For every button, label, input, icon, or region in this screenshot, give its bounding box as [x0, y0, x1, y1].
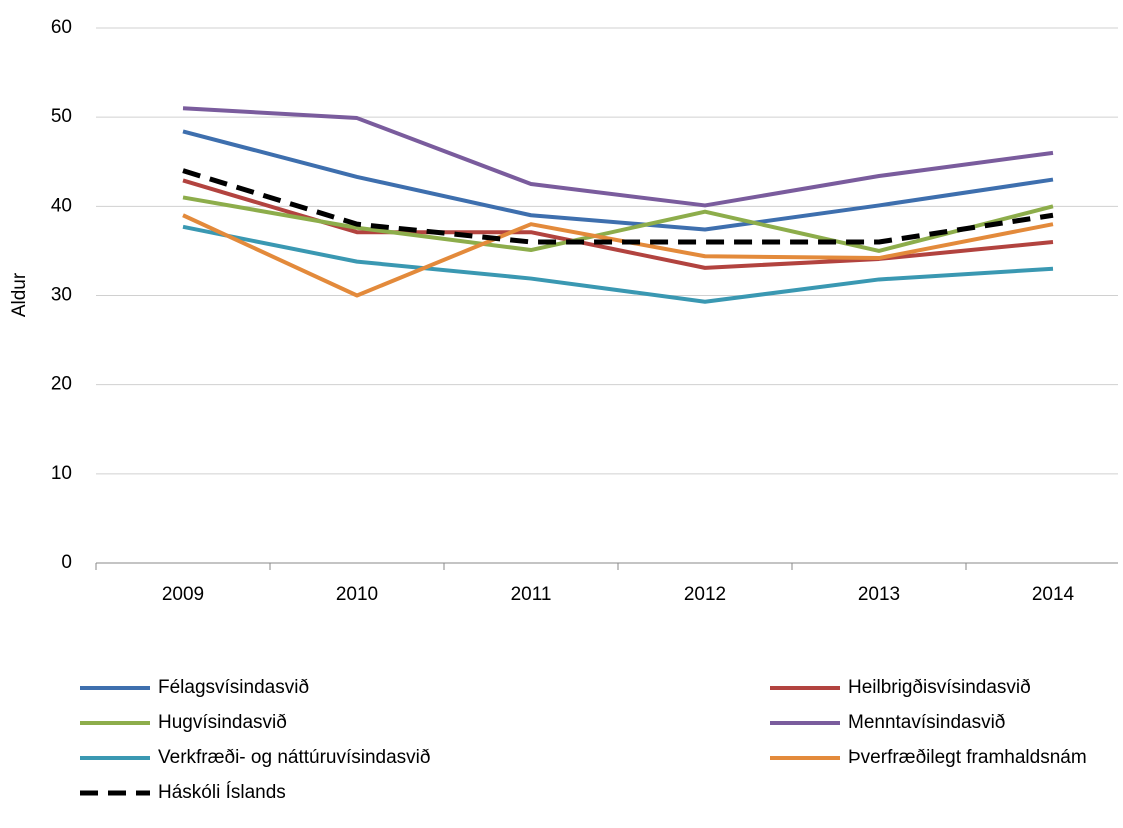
series-line [182, 213, 1054, 298]
x-tick-label: 2012 [684, 584, 726, 605]
y-tick-label: 40 [51, 195, 72, 216]
series-line [182, 129, 1054, 232]
x-tick-label: 2011 [511, 584, 552, 605]
legend-label: Heilbrigðisvísindasvið [848, 677, 1031, 698]
y-tick-label: 0 [61, 552, 72, 573]
legend-label: Háskóli Íslands [158, 782, 286, 803]
y-tick-label: 50 [51, 106, 72, 127]
y-tick-label: 20 [51, 374, 72, 395]
x-tick-label: 2010 [336, 584, 378, 605]
series-line [182, 168, 1054, 245]
series-line [182, 224, 1054, 304]
y-axis-label: Aldur [9, 272, 30, 317]
x-tick-label: 2013 [858, 584, 900, 605]
x-tick-label: 2009 [162, 584, 204, 605]
series-line [182, 106, 1054, 208]
y-tick-label: 10 [51, 463, 72, 484]
x-tick-label: 2014 [1032, 584, 1075, 605]
y-tick-label: 30 [51, 285, 72, 306]
legend-label: Þverfræðilegt framhaldsnám [848, 747, 1087, 768]
series-line [182, 195, 1054, 253]
legend-label: Verkfræði- og náttúruvísindasvið [158, 747, 430, 768]
legend-label: Menntavísindasvið [848, 712, 1005, 733]
legend-label: Félagsvísindasvið [158, 677, 309, 698]
y-tick-label: 60 [51, 17, 72, 38]
legend-label: Hugvísindasvið [158, 712, 287, 733]
